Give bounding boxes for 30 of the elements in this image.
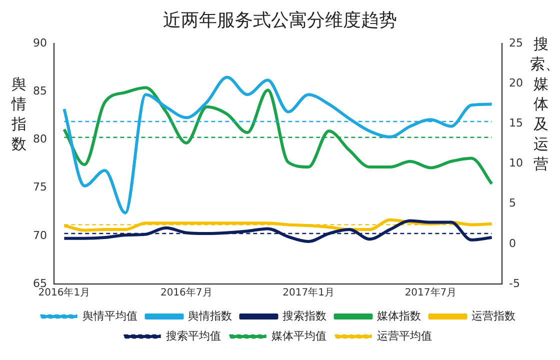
chart-title: 近两年服务式公寓分维度趋势: [162, 9, 398, 33]
x-tick-label: 2017年7月: [404, 286, 457, 299]
x-tick-label: 2016年1月: [38, 286, 90, 299]
line-series: [62, 219, 494, 244]
line-series: [62, 76, 494, 214]
y2-tick-label: 0: [509, 236, 516, 250]
y2-tick-label: 10: [509, 156, 524, 170]
legend-label: 媒体指数: [376, 309, 421, 322]
y-tick-label: 85: [32, 84, 47, 98]
y2-tick-label: 5: [509, 196, 516, 210]
x-tick-label: 2017年1月: [282, 286, 334, 299]
y-axis-title: 舆情指数: [10, 74, 28, 155]
y-tick-label: 75: [32, 180, 47, 194]
y2-tick-label: 20: [509, 76, 524, 90]
legend-label: 运营指数: [471, 309, 516, 322]
y2-tick-label: 25: [509, 36, 524, 50]
y2-tick-label: -5: [509, 276, 520, 290]
legend-label: 运营平均值: [376, 329, 432, 342]
x-tick-label: 2016年7月: [160, 286, 212, 299]
y2-axis-title: 搜索、媒体及运营: [530, 34, 560, 175]
legend-label: 舆情指数: [188, 309, 232, 322]
legend-label: 舆情平均值: [82, 309, 138, 322]
y-tick-label: 80: [32, 132, 47, 146]
legend-label: 搜索平均值: [166, 329, 221, 342]
line-series: [62, 86, 494, 186]
y-tick-label: 90: [32, 36, 47, 50]
y2-tick-label: 15: [509, 116, 524, 130]
legend-label: 媒体平均值: [271, 329, 326, 342]
legend-label: 搜索指数: [282, 309, 326, 322]
y-tick-label: 70: [32, 228, 47, 242]
